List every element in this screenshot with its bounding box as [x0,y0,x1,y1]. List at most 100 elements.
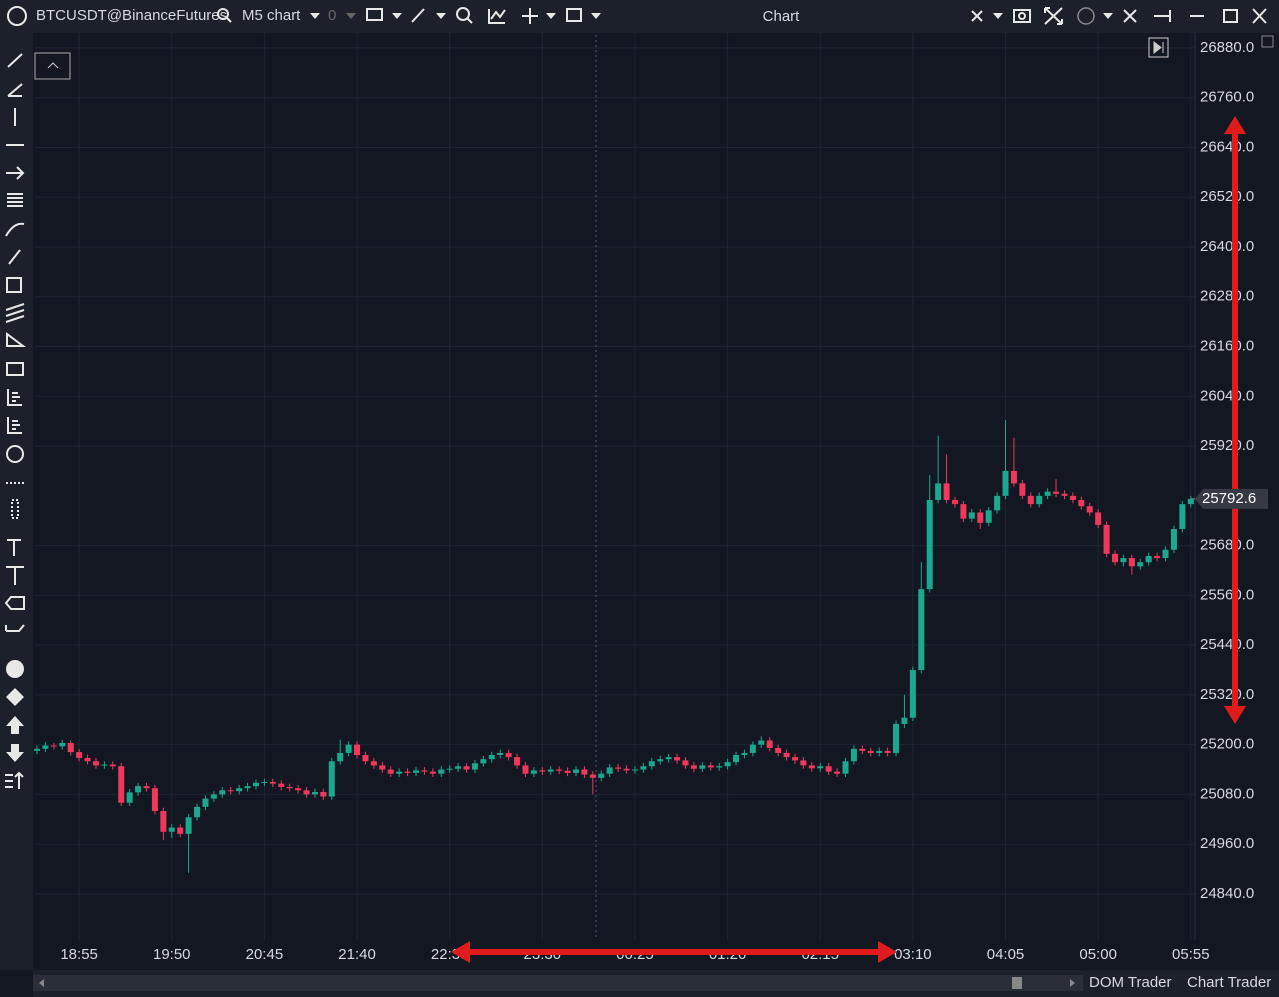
candle-body [893,723,900,753]
y-tick-label: 24960.0 [1200,835,1254,852]
candle-body [1103,524,1110,554]
candle-body [690,765,697,769]
y-tick-label: 25440.0 [1200,636,1254,653]
dropdown[interactable] [436,13,446,19]
indicator-icon[interactable] [488,9,506,24]
candle-body [177,827,184,834]
last-price-box [1195,488,1268,509]
candle-body [547,769,554,772]
x-tick-label: 21:40 [338,946,376,963]
candle-body [1086,506,1093,513]
candle-body [345,744,352,753]
candle-body [101,764,108,766]
candle-body [1187,498,1194,505]
expand-icon[interactable] [1044,7,1063,25]
x-tick-label: 20:45 [246,946,284,963]
y-tick-label: 26760.0 [1200,89,1254,106]
candle-body [783,752,790,758]
draw-icon[interactable] [411,8,425,23]
candle-body [817,766,824,769]
candle-body [825,766,832,772]
candle-body [168,827,175,832]
dropdown[interactable] [392,13,402,19]
candle-body [42,745,49,749]
candle-body [480,759,487,764]
candle-body [926,499,933,590]
candle-body [749,744,756,753]
candle-body [909,670,916,718]
candle-body [1061,493,1068,496]
candle-body [194,806,201,818]
candle-body [34,748,41,751]
candle-body [1120,558,1127,563]
candle-body [573,769,580,773]
candle-body [1044,491,1051,496]
y-tick-label: 26640.0 [1200,138,1254,155]
maximize[interactable] [1223,9,1238,23]
candle-body [758,740,765,745]
last-price-label: 25792.6 [1202,490,1256,507]
count[interactable]: 0 [328,7,336,24]
candle-body [766,740,773,748]
y-tick-label: 25920.0 [1200,437,1254,454]
candle-body [236,788,243,792]
zoom-icon[interactable] [456,7,473,24]
candle-body [539,770,546,772]
dropdown[interactable] [310,13,320,19]
y-tick-label: 26520.0 [1200,188,1254,205]
x-tick-label: 19:50 [153,946,191,963]
candle-body [724,762,731,767]
scroll-to-end[interactable] [1148,37,1169,58]
tab[interactable]: Chart Trader [1187,974,1271,991]
scrollbar[interactable] [33,975,1083,991]
dropdown[interactable] [1103,13,1113,19]
candle-body [935,483,942,500]
candle-body [379,765,386,770]
status-icon[interactable] [1077,7,1095,25]
tool-icon[interactable] [971,10,983,22]
drawing-tools[interactable] [4,53,26,789]
x-tick-label: 18:55 [60,946,98,963]
candle-body [514,757,521,766]
settings-icon[interactable] [1123,9,1137,23]
candle-body [994,495,1001,511]
candle-body [76,752,83,758]
candle-body [219,790,226,795]
screenshot-icon[interactable] [1013,9,1031,23]
candle-body [631,769,638,771]
timeframe[interactable]: M5 chart [242,7,301,24]
collapse-button[interactable] [34,52,71,80]
candle-body [808,765,815,769]
axis-menu[interactable] [1261,35,1274,48]
candle-body [446,768,453,770]
candle-body [1128,558,1135,567]
window-icon[interactable] [566,8,582,22]
candle-body [707,765,714,768]
candle-body [884,750,891,753]
tab[interactable]: DOM Trader [1089,974,1172,991]
candle-body [850,748,857,762]
candle-body [665,757,672,760]
template-icon[interactable] [366,8,383,21]
dropdown[interactable] [546,13,556,19]
close[interactable] [1252,8,1267,24]
candle-body [1053,491,1060,494]
search-icon[interactable] [217,8,232,23]
add-icon[interactable] [522,8,538,24]
dropdown[interactable] [591,13,601,19]
app-logo [7,6,27,26]
candle-body [1027,495,1034,505]
candle-body [674,757,681,761]
scroll-thumb[interactable] [1012,977,1022,989]
candle-body [362,755,369,762]
window-title: Chart [763,8,801,25]
dropdown[interactable] [993,13,1003,19]
candle-body [699,765,706,769]
candle-body [648,761,655,767]
candle-body [623,768,630,771]
symbol[interactable]: BTCUSDT@BinanceFutures [36,7,227,24]
y-tick-label: 25080.0 [1200,785,1254,802]
candle-body [354,744,361,756]
pin-icon[interactable] [1154,10,1171,22]
dropdown[interactable] [346,13,356,19]
